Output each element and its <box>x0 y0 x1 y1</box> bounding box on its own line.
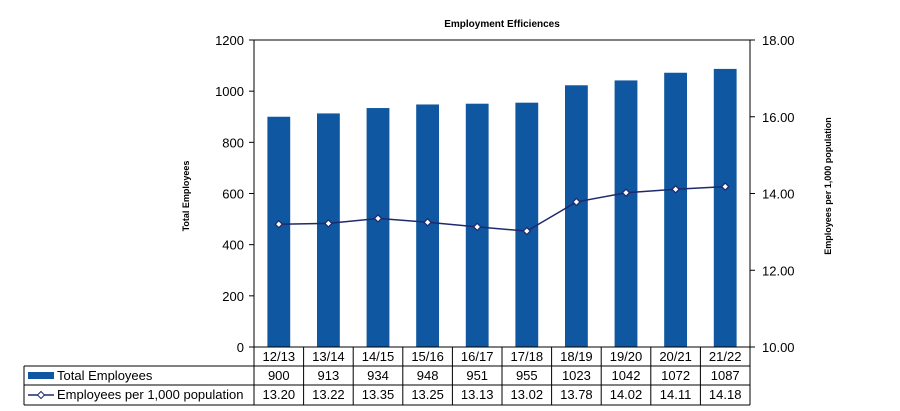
table-cell-employees-per-1000: 13.20 <box>263 387 296 402</box>
line-marker <box>720 182 730 191</box>
y-tick-label: 800 <box>222 135 244 150</box>
bar-total-employees <box>316 113 340 347</box>
x-tick-label: 13/14 <box>312 349 345 364</box>
y-tick-label: 400 <box>222 238 244 253</box>
y2-tick-label: 18.00 <box>762 33 795 48</box>
table-cell-total-employees: 913 <box>318 368 340 383</box>
x-tick-label: 18/19 <box>560 349 593 364</box>
bar-total-employees <box>564 85 588 347</box>
table-cell-total-employees: 951 <box>466 368 488 383</box>
y-tick-label: 0 <box>237 340 244 355</box>
table-cell-employees-per-1000: 13.13 <box>461 387 494 402</box>
y2-tick-label: 16.00 <box>762 110 795 125</box>
legend-label: Total Employees <box>57 368 153 383</box>
bar-total-employees <box>614 80 638 348</box>
line-marker <box>274 219 284 229</box>
legend-label: Employees per 1,000 population <box>57 387 243 402</box>
line-marker <box>671 184 680 194</box>
x-tick-label: 21/22 <box>709 349 742 364</box>
table-cell-employees-per-1000: 13.22 <box>312 387 345 402</box>
legend-key-marker <box>36 390 46 400</box>
table-cell-employees-per-1000: 13.78 <box>560 387 593 402</box>
bar-total-employees <box>713 68 737 347</box>
y-tick-label: 1000 <box>215 84 244 99</box>
line-marker <box>423 217 432 227</box>
line-marker <box>373 214 383 223</box>
table-cell-total-employees: 955 <box>516 368 538 383</box>
y-axis-label: Total Employees <box>181 161 191 232</box>
line-employees-per-1000 <box>278 185 726 232</box>
x-tick-label: 20/21 <box>659 349 692 364</box>
x-tick-label: 12/13 <box>263 349 296 364</box>
table-cell-total-employees: 948 <box>417 368 439 383</box>
table-cell-total-employees: 934 <box>367 368 389 383</box>
y-tick-label: 1200 <box>215 33 244 48</box>
line-marker <box>472 222 482 232</box>
bar-total-employees <box>366 108 390 347</box>
legend-key-bar <box>28 372 54 379</box>
y2-tick-label: 10.00 <box>762 340 795 355</box>
y-tick-label: 600 <box>222 187 244 202</box>
y2-tick-label: 12.00 <box>762 263 795 278</box>
table-cell-total-employees: 1042 <box>612 368 641 383</box>
bar-total-employees <box>515 102 539 347</box>
table-cell-total-employees: 1023 <box>562 368 591 383</box>
table-cell-total-employees: 1072 <box>661 368 690 383</box>
x-tick-label: 15/16 <box>411 349 444 364</box>
x-tick-label: 14/15 <box>362 349 395 364</box>
table-cell-employees-per-1000: 14.18 <box>709 387 742 402</box>
table-cell-employees-per-1000: 13.25 <box>411 387 444 402</box>
x-tick-label: 19/20 <box>610 349 643 364</box>
table-cell-employees-per-1000: 14.02 <box>610 387 643 402</box>
x-tick-label: 16/17 <box>461 349 494 364</box>
line-marker <box>522 226 532 236</box>
x-tick-label: 17/18 <box>511 349 544 364</box>
y-tick-label: 200 <box>222 289 244 304</box>
bar-total-employees <box>664 72 688 347</box>
line-marker <box>621 188 631 198</box>
chart-title: Employment Efficiences <box>444 19 560 30</box>
y2-tick-label: 14.00 <box>762 187 795 202</box>
table-cell-total-employees: 900 <box>268 368 290 383</box>
line-marker <box>324 219 333 228</box>
table-cell-total-employees: 1087 <box>711 368 740 383</box>
line-marker <box>572 197 581 207</box>
bar-total-employees <box>267 116 291 347</box>
table-cell-employees-per-1000: 13.02 <box>511 387 544 402</box>
y2-axis-label: Employees per 1,000 population <box>823 117 833 255</box>
table-cell-employees-per-1000: 14.11 <box>660 387 692 402</box>
table-cell-employees-per-1000: 13.35 <box>362 387 395 402</box>
